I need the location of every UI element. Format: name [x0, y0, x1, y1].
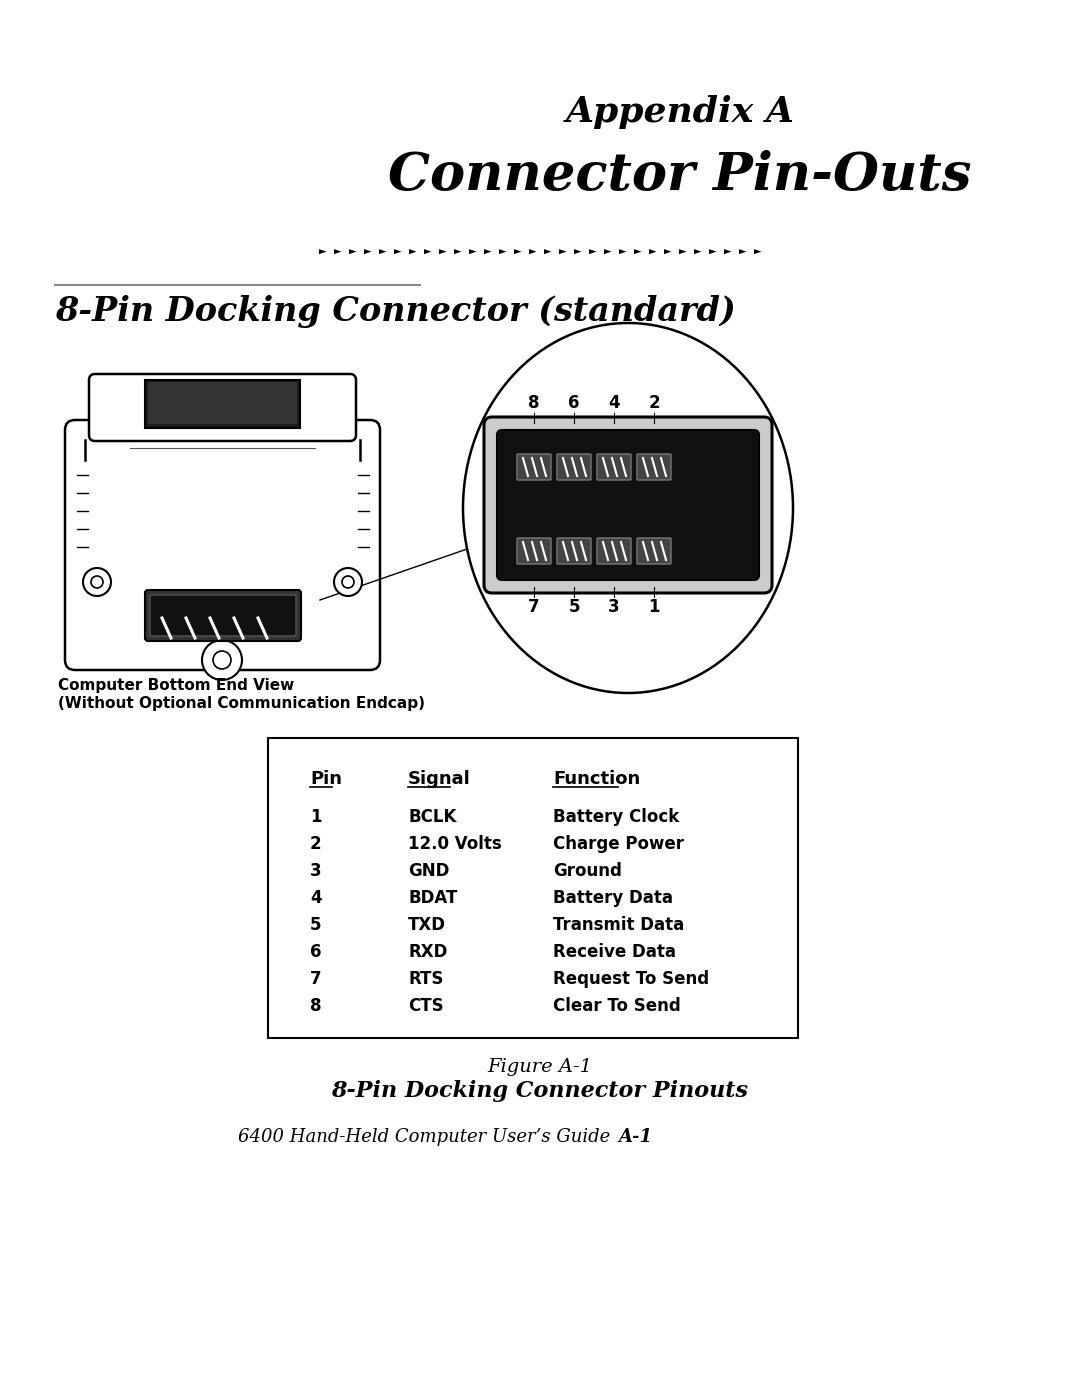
Text: TXD: TXD [408, 916, 446, 935]
Text: Charge Power: Charge Power [553, 835, 684, 854]
FancyBboxPatch shape [637, 454, 671, 481]
Text: 7: 7 [310, 970, 322, 988]
Text: Figure A-1: Figure A-1 [487, 1058, 593, 1076]
FancyBboxPatch shape [484, 416, 772, 592]
FancyBboxPatch shape [145, 380, 300, 427]
FancyBboxPatch shape [85, 434, 360, 460]
FancyBboxPatch shape [637, 538, 671, 564]
Text: 6: 6 [568, 394, 580, 412]
Text: 5: 5 [568, 598, 580, 616]
Text: Connector Pin-Outs: Connector Pin-Outs [388, 149, 972, 201]
Text: Request To Send: Request To Send [553, 970, 710, 988]
Text: Ground: Ground [553, 862, 622, 880]
Text: Clear To Send: Clear To Send [553, 997, 680, 1016]
Text: (Without Optional Communication Endcap): (Without Optional Communication Endcap) [58, 696, 426, 711]
Text: Pin: Pin [310, 770, 342, 788]
Circle shape [334, 569, 362, 597]
Circle shape [91, 576, 103, 588]
FancyBboxPatch shape [557, 538, 591, 564]
Text: 3: 3 [310, 862, 322, 880]
Text: Appendix A: Appendix A [566, 95, 795, 129]
FancyBboxPatch shape [517, 454, 551, 481]
Text: Battery Data: Battery Data [553, 888, 673, 907]
Circle shape [342, 576, 354, 588]
Text: Receive Data: Receive Data [553, 943, 676, 961]
Text: RXD: RXD [408, 943, 447, 961]
FancyBboxPatch shape [65, 420, 380, 671]
Text: GND: GND [408, 862, 449, 880]
FancyBboxPatch shape [89, 374, 356, 441]
FancyBboxPatch shape [517, 538, 551, 564]
FancyBboxPatch shape [597, 454, 631, 481]
Text: 5: 5 [310, 916, 322, 935]
Text: 8: 8 [310, 997, 322, 1016]
Text: RTS: RTS [408, 970, 444, 988]
FancyBboxPatch shape [557, 454, 591, 481]
Text: BCLK: BCLK [408, 807, 457, 826]
Text: 1: 1 [310, 807, 322, 826]
Text: Function: Function [553, 770, 640, 788]
Text: 2: 2 [648, 394, 660, 412]
Text: BDAT: BDAT [408, 888, 457, 907]
FancyBboxPatch shape [268, 738, 798, 1038]
Text: Computer Bottom End View: Computer Bottom End View [58, 678, 294, 693]
Text: Battery Clock: Battery Clock [553, 807, 679, 826]
Text: Signal: Signal [408, 770, 471, 788]
Ellipse shape [463, 323, 793, 693]
FancyBboxPatch shape [148, 381, 297, 425]
Text: ► ► ► ► ► ► ► ► ► ► ► ► ► ► ► ► ► ► ► ► ► ► ► ► ► ► ► ► ► ►: ► ► ► ► ► ► ► ► ► ► ► ► ► ► ► ► ► ► ► ► … [319, 244, 761, 258]
Text: Transmit Data: Transmit Data [553, 916, 685, 935]
Circle shape [83, 569, 111, 597]
FancyBboxPatch shape [145, 590, 301, 641]
Text: 3: 3 [608, 598, 620, 616]
Text: 4: 4 [310, 888, 322, 907]
Text: 6: 6 [310, 943, 322, 961]
Text: 12.0 Volts: 12.0 Volts [408, 835, 502, 854]
Text: 6400 Hand-Held Computer User’s Guide: 6400 Hand-Held Computer User’s Guide [238, 1127, 610, 1146]
Text: 1: 1 [648, 598, 660, 616]
Text: CTS: CTS [408, 997, 444, 1016]
Text: 2: 2 [310, 835, 322, 854]
Text: 8-Pin Docking Connector Pinouts: 8-Pin Docking Connector Pinouts [332, 1080, 748, 1102]
Circle shape [202, 640, 242, 680]
Text: 4: 4 [608, 394, 620, 412]
FancyBboxPatch shape [497, 430, 759, 580]
Text: 8-Pin Docking Connector (standard): 8-Pin Docking Connector (standard) [55, 295, 735, 328]
Circle shape [213, 651, 231, 669]
Text: 7: 7 [528, 598, 540, 616]
FancyBboxPatch shape [150, 595, 296, 636]
FancyBboxPatch shape [597, 538, 631, 564]
Text: A-1: A-1 [618, 1127, 652, 1146]
Text: 8: 8 [528, 394, 540, 412]
